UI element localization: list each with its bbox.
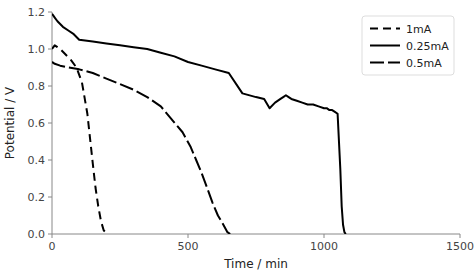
x-axis-label: Time / min: [223, 257, 288, 271]
legend-swatch: [370, 28, 400, 30]
x-axis-line: [52, 234, 460, 235]
y-tick: [48, 123, 52, 124]
legend-swatch: [370, 45, 400, 47]
x-tick-label: 1000: [310, 240, 338, 253]
x-tick-label: 1500: [446, 240, 474, 253]
legend-box: [362, 16, 454, 75]
series-line: [52, 62, 230, 234]
y-tick: [48, 160, 52, 161]
legend-label: 1mA: [406, 23, 432, 36]
series-line: [52, 45, 108, 234]
legend-label: 0.25mA: [406, 40, 449, 53]
chart: 0 500 1000 1500 0.0 0.2 0.4 0.6 0.8 1.0 1.2 Time / …: [0, 0, 474, 276]
y-tick: [48, 12, 52, 13]
y-tick-label: 0.4: [28, 154, 46, 167]
legend-swatch: [370, 62, 400, 64]
series-line: [52, 14, 346, 234]
y-tick-label: 1.0: [28, 43, 46, 56]
plot-area: [52, 14, 346, 234]
y-tick: [48, 197, 52, 198]
y-tick-label: 0.6: [28, 117, 46, 130]
y-tick-label: 0.2: [28, 191, 46, 204]
y-tick: [48, 234, 52, 235]
y-tick-label: 0.0: [28, 228, 46, 241]
y-tick-label: 0.8: [28, 80, 46, 93]
legend-label: 0.5mA: [406, 57, 442, 70]
x-tick-label: 500: [178, 240, 199, 253]
x-tick: [52, 234, 53, 238]
x-tick: [460, 234, 461, 238]
y-tick-label: 1.2: [28, 6, 46, 19]
y-tick: [48, 49, 52, 50]
legend: 1mA 0.25mA 0.5mA: [362, 16, 454, 75]
x-tick: [324, 234, 325, 238]
y-tick: [48, 86, 52, 87]
x-tick: [188, 234, 189, 238]
y-axis-label: Potential / V: [3, 86, 17, 159]
x-tick-label: 0: [49, 240, 56, 253]
